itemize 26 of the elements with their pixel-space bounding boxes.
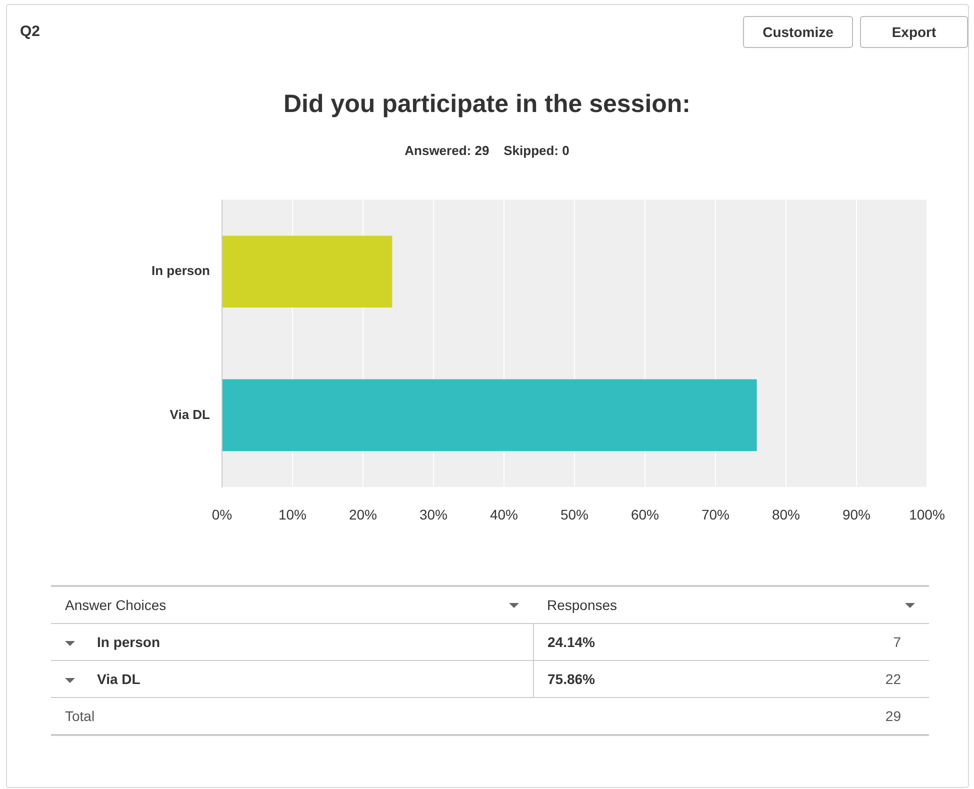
x-tick-label: 30% — [419, 506, 448, 522]
x-tick-label: 70% — [701, 506, 730, 522]
x-tick-label: 0% — [212, 506, 232, 522]
chart-subtitle: Answered: 29 Skipped: 0 — [404, 143, 570, 158]
x-tick-label: 90% — [842, 506, 871, 522]
x-tick-label: 20% — [348, 506, 378, 522]
text: 75.86% — [533, 660, 758, 698]
chart-title: Did you participate in the session: — [282, 90, 692, 119]
text: Total — [51, 698, 533, 735]
text: 29 — [758, 698, 929, 735]
x-tick-label: 100% — [909, 506, 945, 522]
text: Responses — [547, 597, 618, 613]
text: 22 — [758, 660, 929, 698]
text: 7 — [758, 624, 929, 660]
text: Answer Choices — [65, 597, 166, 613]
x-tick-label: 80% — [772, 506, 800, 522]
category-label: Via DL — [97, 671, 140, 687]
text: Export — [860, 16, 968, 48]
text: Customize — [743, 16, 853, 48]
x-tick-label: 40% — [490, 506, 518, 522]
text: Q2 — [20, 23, 40, 40]
x-tick-label: 10% — [278, 506, 307, 522]
x-tick-label: 60% — [630, 506, 660, 522]
category-label: In person — [97, 634, 160, 650]
x-tick-label: 50% — [560, 506, 589, 522]
text: 24.14% — [533, 624, 758, 660]
